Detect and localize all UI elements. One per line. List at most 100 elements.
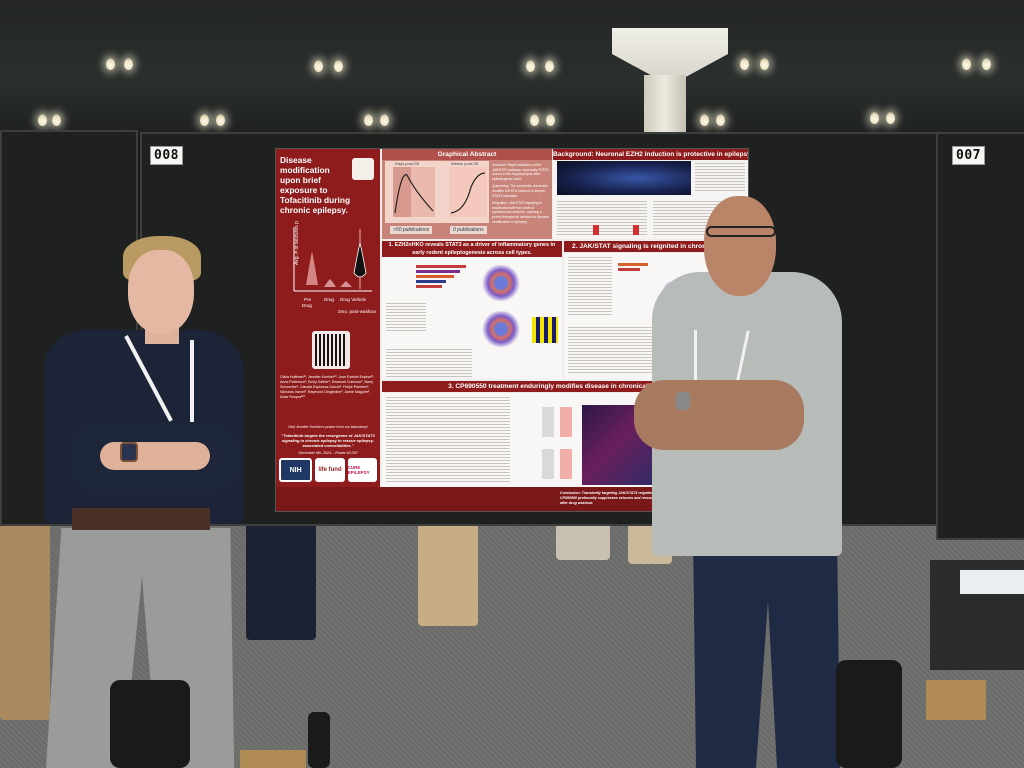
backpack (110, 680, 190, 768)
sponsor-logos: NIH life fund CURE EPILEPSY (279, 458, 377, 482)
life-fund-logo: life fund (315, 458, 345, 482)
person-right-crossed-arms (634, 380, 804, 450)
note-reignition: Reignition: JAK/STAT signaling is reacti… (492, 201, 549, 224)
ceiling-light (216, 114, 225, 126)
poster-quote: "Tofacitinib targets the resurgence of J… (281, 433, 375, 449)
water-bottle (308, 712, 330, 768)
ceiling-light (740, 58, 749, 70)
ceiling-light (364, 114, 373, 126)
nih-logo: NIH (279, 458, 313, 482)
booth-number-left: 008 (150, 146, 183, 165)
person-left-forearm (100, 442, 210, 470)
bar-figure (633, 225, 639, 235)
jak-stat-curve-icon: Days post-SE Weeks post-SE (393, 161, 487, 217)
bar (542, 449, 554, 479)
section-1-text (386, 349, 472, 377)
papers (960, 570, 1024, 594)
bystander-legs (556, 520, 610, 560)
svg-text:Days post-SE: Days post-SE (395, 161, 420, 166)
wristwatch-icon (120, 442, 138, 462)
person-left-belt (72, 508, 210, 530)
svg-text:Pre: Pre (304, 297, 312, 302)
bystander-legs (0, 520, 50, 720)
section-2-chart (568, 327, 658, 373)
note-induction: Induction: Rapid activation of the JAK/S… (492, 163, 550, 181)
cure-epilepsy-logo: CURE EPILEPSY (347, 458, 377, 482)
ceiling-light (545, 60, 554, 72)
seizure-chart: Avg. # of seizures per day Pre Drug Drug… (282, 207, 378, 321)
booth-number-right: 007 (952, 146, 985, 165)
graphical-abstract: Graphical Abstract Days post-SE Weeks po… (382, 149, 552, 239)
lanyard (190, 340, 194, 430)
poster-left-column: Disease modification upon brief exposure… (276, 149, 380, 511)
ceiling-light (530, 114, 539, 126)
umap-plot (478, 311, 524, 347)
ceiling-column (644, 75, 686, 133)
ceiling-light (760, 58, 769, 70)
poster-visit-note: Visit Jennifer Koehler's poster from our… (288, 425, 368, 429)
note-quenching: Quenching: The proximate chromatin modif… (492, 184, 548, 198)
ceiling-light (106, 58, 115, 70)
ceiling-light (200, 114, 209, 126)
bar (416, 285, 442, 288)
svg-text:Drug Vehicle: Drug Vehicle (340, 297, 366, 302)
poster-board-right (936, 132, 1024, 540)
brain-microscopy-image (557, 161, 691, 195)
cardboard-box (926, 680, 986, 720)
bar (416, 280, 446, 283)
wristwatch-icon (676, 392, 690, 410)
ceiling-light (700, 114, 709, 126)
ceiling-light (526, 60, 535, 72)
background-text (695, 163, 745, 193)
network-figure (386, 303, 426, 333)
graphical-abstract-plot: Days post-SE Weeks post-SE (385, 161, 489, 223)
bystander-legs (418, 520, 478, 626)
ceiling-light (716, 114, 725, 126)
ceiling-light (962, 58, 971, 70)
poster-title: Disease modification upon brief exposure… (280, 155, 351, 215)
bar (416, 265, 466, 268)
ceiling-light (870, 112, 879, 124)
convention-ceiling (0, 0, 1024, 135)
cardboard-box (240, 750, 306, 768)
ceiling-light (334, 60, 343, 72)
section-2-title: 2. JAK/STAT signaling is reignited in ch… (564, 241, 748, 252)
bar-figure (593, 225, 599, 235)
bar (560, 407, 572, 437)
seizure-violin-plot-icon: Avg. # of seizures per day Pre Drug Drug… (293, 207, 378, 314)
eyeglasses-icon (706, 226, 776, 237)
section-1-title: 1. EZH2nHKO reveals STAT3 as a driver of… (382, 241, 562, 257)
ceiling-light (886, 112, 895, 124)
graphical-abstract-title: Graphical Abstract (382, 149, 552, 160)
ceiling-light (546, 114, 555, 126)
person-left-face (128, 250, 194, 334)
bar (416, 270, 460, 273)
svg-text:Avg. # of seizures per day: Avg. # of seizures per day (294, 221, 300, 265)
ceiling-light (38, 114, 47, 126)
publications-count-left: >50 publications (390, 226, 433, 234)
poster-authors: Olivia Hoffman¹², Jennifer Koehler¹³, Jo… (280, 375, 375, 399)
bar (618, 263, 648, 266)
western-blot-figure (557, 201, 647, 235)
section-3-text (386, 397, 510, 483)
bar (416, 275, 454, 278)
lanyard (694, 330, 697, 420)
bar (542, 407, 554, 437)
section-1-figures (382, 257, 562, 379)
svg-text:Weeks post-SE: Weeks post-SE (451, 161, 479, 166)
section-2-text (568, 257, 612, 317)
svg-text:2mo. post-washout: 2mo. post-washout (338, 309, 376, 314)
section-3-title: 3. CP690550 treatment enduringly modifie… (382, 381, 748, 392)
ceiling-light (124, 58, 133, 70)
qr-code-icon[interactable] (312, 331, 350, 369)
publications-count-right: 0 publications (450, 226, 487, 234)
ceiling-light (380, 114, 389, 126)
background-title: Background: Neuronal EZH2 induction is p… (553, 149, 748, 160)
svg-text:Drug: Drug (324, 297, 334, 302)
svg-text:Drug: Drug (302, 303, 312, 308)
ceiling-light (982, 58, 991, 70)
person-right-head (704, 196, 776, 296)
heatmap (532, 317, 558, 343)
backpack (836, 660, 902, 768)
bystander-legs (246, 520, 316, 640)
